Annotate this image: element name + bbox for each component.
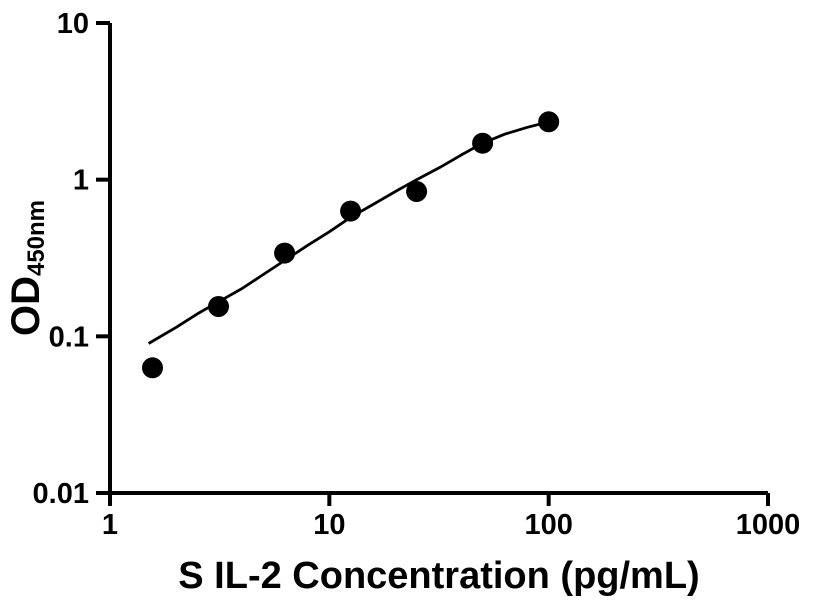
- x-axis-title: S IL-2 Concentration (pg/mL): [178, 555, 700, 597]
- data-point: [406, 181, 428, 202]
- x-axis-tick-label: 100: [524, 509, 572, 541]
- y-axis-tick-label: 0.1: [49, 321, 89, 353]
- y-axis-title: OD450nm: [4, 200, 50, 337]
- x-axis-tick-label: 1000: [736, 509, 801, 541]
- data-point: [142, 357, 163, 379]
- y-axis-tick-label: 0.01: [33, 478, 89, 510]
- y-axis-title-subscript: 450nm: [23, 199, 50, 277]
- y-axis-tick-label: 10: [57, 8, 89, 40]
- data-point: [340, 200, 362, 222]
- y-axis-title-main: OD: [4, 276, 48, 337]
- y-axis-tick-label: 1: [73, 165, 89, 197]
- data-point: [208, 296, 229, 317]
- axis-spines: [108, 23, 768, 495]
- x-axis-tick-label: 10: [313, 509, 345, 541]
- fit-curve: [147, 120, 550, 345]
- x-axis-tick-label: 1: [102, 509, 118, 541]
